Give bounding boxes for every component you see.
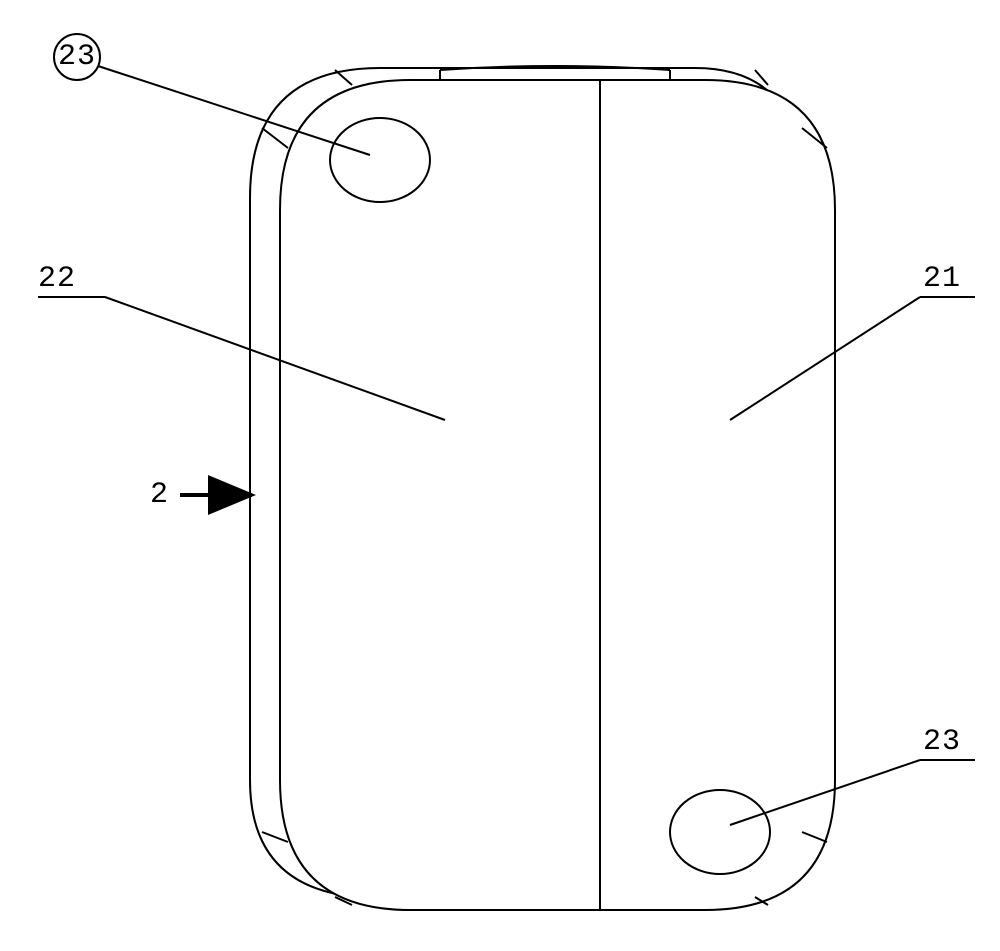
label-23-top: 23 <box>58 40 96 74</box>
label-22: 22 <box>38 262 76 296</box>
label-23-bottom: 23 <box>923 725 961 759</box>
label-2: 2 <box>150 478 169 512</box>
technical-drawing-svg <box>0 0 1000 947</box>
diagram-container: 23 22 21 2 23 <box>0 0 1000 947</box>
label-21: 21 <box>923 262 961 296</box>
front-face <box>280 80 835 910</box>
